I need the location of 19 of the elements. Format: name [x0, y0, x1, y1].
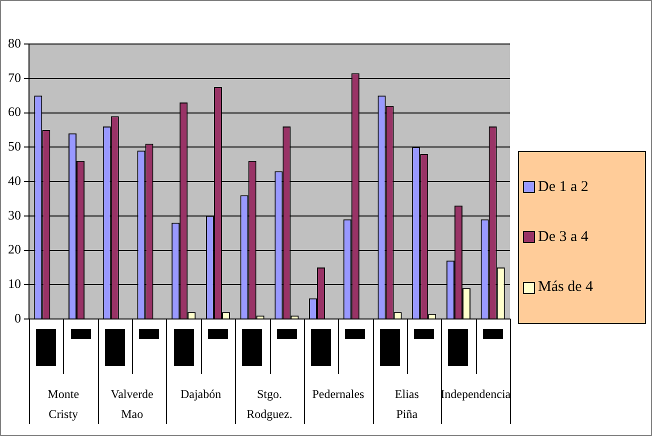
text: Monte Cristy: [48, 387, 80, 422]
text: Pedernales: [312, 387, 365, 402]
y-tick-label: 50: [8, 138, 21, 154]
text: Stgo. Rodguez.: [246, 387, 292, 422]
y-tick-label: 80: [8, 35, 21, 50]
y-tick-label: 20: [8, 242, 21, 257]
text: Independencia: [440, 387, 512, 402]
legend-label: Más de 4: [538, 279, 593, 296]
y-tick-label: 10: [8, 276, 21, 292]
y-tick-label: 60: [8, 104, 21, 120]
y-tick-label: 30: [8, 207, 21, 222]
y-tick-label: 40: [8, 172, 21, 188]
legend-label: De 3 a 4: [538, 228, 588, 246]
text: Valverde Mao: [110, 387, 154, 422]
y-tick-label: 0: [14, 310, 21, 326]
y-tick-label: 70: [8, 70, 21, 85]
legend-label: De 1 a 2: [538, 178, 588, 196]
text: Dajabón: [180, 387, 222, 402]
text: Elias Piña: [394, 387, 420, 422]
